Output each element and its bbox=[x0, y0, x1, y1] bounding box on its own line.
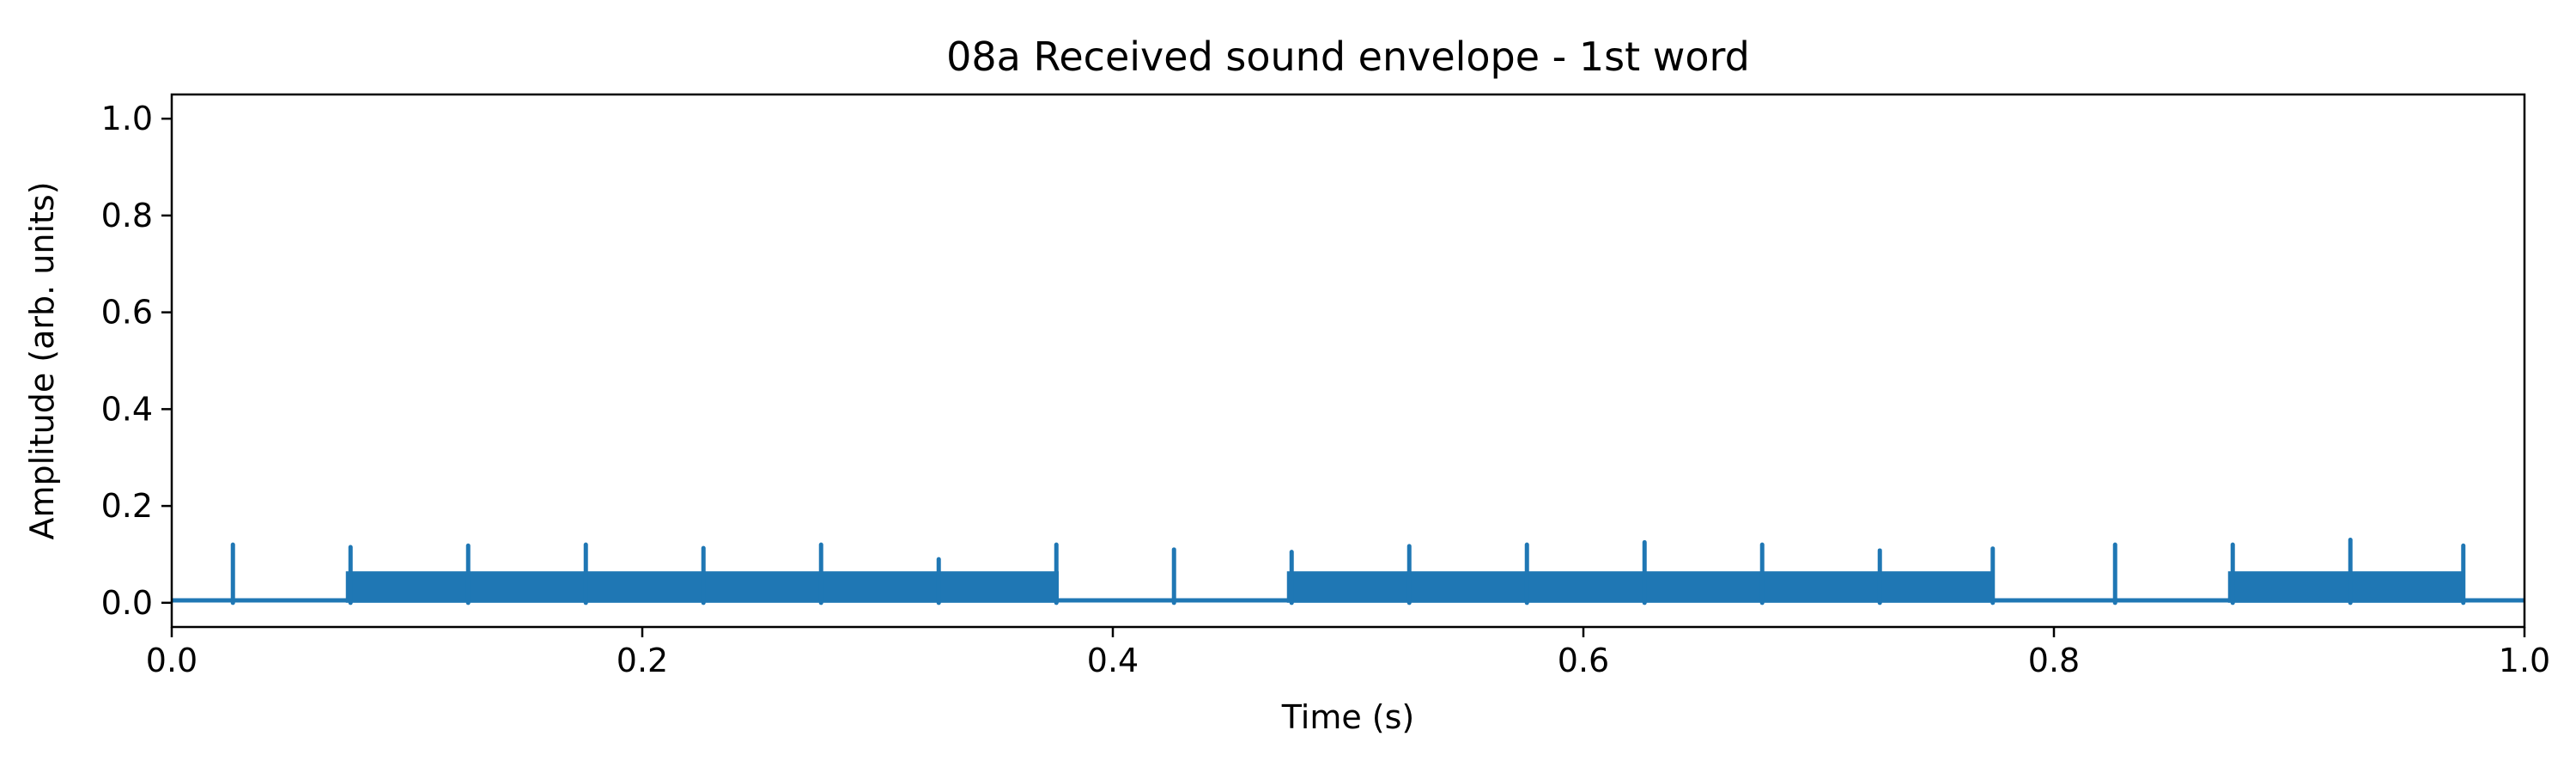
chart-title: 08a Received sound envelope - 1st word bbox=[946, 33, 1750, 80]
y-tick-label: 0.8 bbox=[101, 197, 153, 234]
y-axis-label: Amplitude (arb. units) bbox=[23, 181, 61, 539]
x-axis: 0.0 0.2 0.4 0.6 0.8 1.0 bbox=[146, 627, 2550, 679]
x-tick-label: 0.0 bbox=[146, 642, 197, 679]
plot-frame bbox=[170, 93, 2526, 629]
y-tick-label: 0.4 bbox=[101, 390, 153, 428]
burst-band-3 bbox=[2227, 571, 2464, 603]
y-axis: 0.0 0.2 0.4 0.6 0.8 1.0 bbox=[101, 100, 172, 622]
x-axis-label: Time (s) bbox=[1281, 698, 1415, 736]
y-tick-label: 0.0 bbox=[101, 584, 153, 622]
x-tick-label: 0.2 bbox=[617, 642, 668, 679]
x-tick-label: 0.8 bbox=[2028, 642, 2080, 679]
x-tick-label: 0.6 bbox=[1558, 642, 1609, 679]
plot-area bbox=[172, 538, 2524, 606]
y-tick-label: 0.6 bbox=[101, 294, 153, 332]
y-tick-label: 0.2 bbox=[101, 487, 153, 525]
burst-band-2 bbox=[1286, 571, 1993, 603]
x-tick-label: 0.4 bbox=[1087, 642, 1139, 679]
y-tick-label: 1.0 bbox=[101, 100, 153, 137]
x-tick-label: 1.0 bbox=[2499, 642, 2550, 679]
